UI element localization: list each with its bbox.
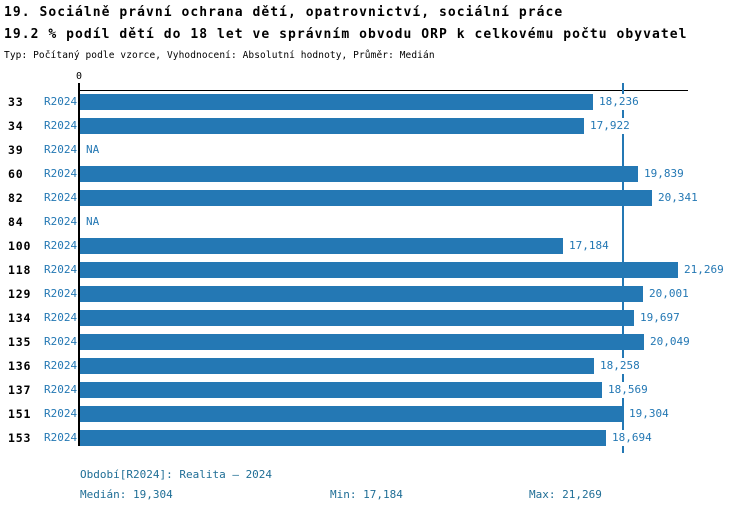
bar [80, 238, 563, 254]
bar [80, 406, 623, 422]
report-subtitle: 19.2 % podíl dětí do 18 let ve správním … [4, 27, 688, 42]
row-id-label: 60 [8, 167, 24, 181]
row-period-label: R2024 [44, 167, 78, 180]
bar [80, 166, 638, 182]
row-id-label: 135 [8, 335, 32, 349]
bar-value-label: 20,341 [657, 190, 699, 206]
footer-max: Max: 21,269 [529, 488, 602, 501]
footer-period: Období[R2024]: Realita – 2024 [80, 468, 273, 481]
bar [80, 286, 643, 302]
bar-value-label: 19,304 [628, 406, 670, 422]
bar [80, 118, 584, 134]
row-period-label: R2024 [44, 383, 78, 396]
bar-value-label: 17,922 [589, 118, 631, 134]
row-id-label: 84 [8, 215, 24, 229]
row-period-label: R2024 [44, 143, 78, 156]
footer-min: Min: 17,184 [330, 488, 403, 501]
bar-value-label: 19,839 [643, 166, 685, 182]
bar [80, 190, 652, 206]
footer-median: Medián: 19,304 [80, 488, 173, 501]
row-period-label: R2024 [44, 311, 78, 324]
bar-value-label: 21,269 [683, 262, 725, 278]
row-period-label: R2024 [44, 407, 78, 420]
row-id-label: 151 [8, 407, 32, 421]
row-period-label: R2024 [44, 215, 78, 228]
row-id-label: 118 [8, 263, 32, 277]
bar [80, 262, 678, 278]
bar [80, 94, 593, 110]
bar [80, 382, 602, 398]
bar-na-label: NA [86, 143, 100, 156]
row-period-label: R2024 [44, 191, 78, 204]
row-period-label: R2024 [44, 431, 78, 444]
row-id-label: 34 [8, 119, 24, 133]
row-id-label: 137 [8, 383, 32, 397]
row-period-label: R2024 [44, 95, 78, 108]
axis-zero-tick-label: 0 [75, 71, 83, 82]
row-id-label: 134 [8, 311, 32, 325]
row-period-label: R2024 [44, 359, 78, 372]
bar-na-label: NA [86, 215, 100, 228]
row-id-label: 100 [8, 239, 32, 253]
bar-value-label: 18,258 [599, 358, 641, 374]
row-period-label: R2024 [44, 119, 78, 132]
row-id-label: 129 [8, 287, 32, 301]
row-id-label: 82 [8, 191, 24, 205]
bar [80, 430, 606, 446]
row-period-label: R2024 [44, 335, 78, 348]
row-period-label: R2024 [44, 239, 78, 252]
report-meta-info: Typ: Počítaný podle vzorce, Vyhodnocení:… [4, 50, 435, 61]
bar-value-label: 19,697 [639, 310, 681, 326]
bar-value-label: 18,236 [598, 94, 640, 110]
report-title: 19. Sociálně právní ochrana dětí, opatro… [4, 5, 564, 20]
x-axis-line [78, 90, 688, 91]
row-period-label: R2024 [44, 287, 78, 300]
bar-value-label: 17,184 [568, 238, 610, 254]
row-id-label: 39 [8, 143, 24, 157]
bar-value-label: 18,694 [611, 430, 653, 446]
row-period-label: R2024 [44, 263, 78, 276]
y-axis-line [78, 83, 80, 446]
bar [80, 310, 634, 326]
row-id-label: 33 [8, 95, 24, 109]
row-id-label: 136 [8, 359, 32, 373]
row-id-label: 153 [8, 431, 32, 445]
bar [80, 358, 594, 374]
bar [80, 334, 644, 350]
bar-value-label: 18,569 [607, 382, 649, 398]
bar-value-label: 20,001 [648, 286, 690, 302]
bar-value-label: 20,049 [649, 334, 691, 350]
